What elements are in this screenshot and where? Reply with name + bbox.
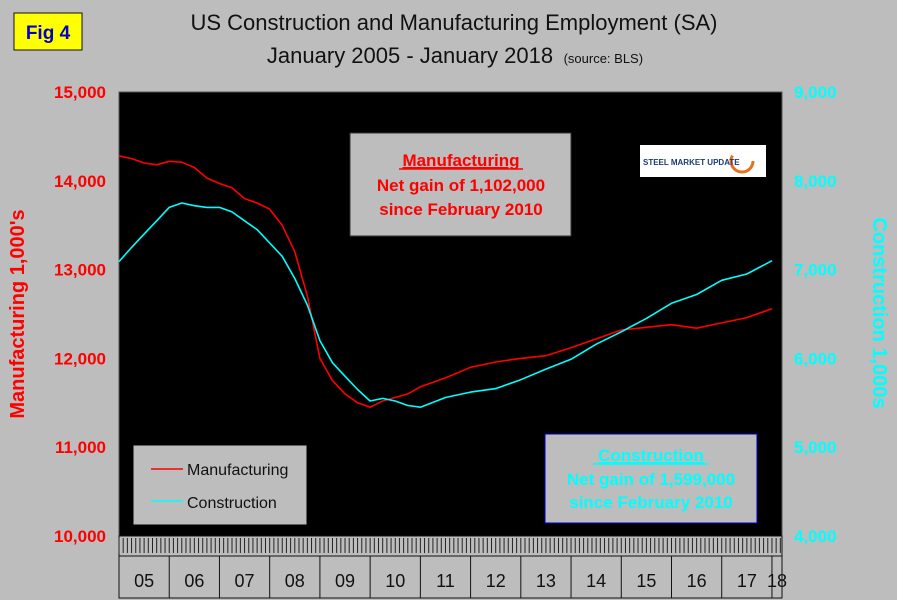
right-axis-tick-label: 8,000: [794, 172, 837, 191]
right-axis-tick-label: 4,000: [794, 527, 837, 546]
left-axis-title: Manufacturing 1,000's: [7, 209, 29, 418]
x-axis-tick-label: 09: [335, 571, 355, 591]
construction-series-line: [118, 202, 773, 409]
construction-annotation: Construction Net gain of 1,599,000 since…: [544, 433, 758, 524]
left-axis-tick-labels: 10,000 11,000 12,000 13,000 14,000 15,000: [54, 83, 106, 546]
x-axis-tick-label: 13: [536, 571, 556, 591]
left-axis-tick-label: 14,000: [54, 172, 106, 191]
manufacturing-series-line: [118, 155, 773, 409]
right-axis-tick-labels: 4,000 5,000 6,000 7,000 8,000 9,000: [794, 83, 837, 546]
right-axis-tick-label: 6,000: [794, 349, 837, 368]
x-axis-tick-labels: 05 06 07 08 09 10 11 12 13 14 15 16 17 18: [134, 571, 787, 591]
manufacturing-annotation-line1: Net gain of 1,102,000: [377, 176, 545, 195]
right-axis-tick-label: 7,000: [794, 261, 837, 280]
logo-text: STEEL MARKET UPDATE: [643, 158, 740, 167]
chart-subtitle: January 2005 - January 2018: [267, 43, 553, 68]
manufacturing-annotation-line2: since February 2010: [379, 200, 542, 219]
series-lines: [118, 155, 773, 409]
x-axis-tick-label: 17: [737, 571, 757, 591]
x-axis-year-dividers: [168, 556, 773, 598]
construction-annotation-line1: Net gain of 1,599,000: [567, 470, 735, 489]
legend-box: [133, 445, 307, 525]
manufacturing-annotation: Manufacturing Net gain of 1,102,000 sinc…: [349, 132, 572, 237]
left-axis-tick-label: 11,000: [55, 438, 106, 457]
x-axis-tick-label: 14: [586, 571, 606, 591]
chart-subtitle-line: January 2005 - January 2018 (source: BLS…: [267, 43, 643, 68]
x-axis-tick-label: 16: [687, 571, 707, 591]
x-axis-tick-label: 11: [436, 571, 455, 591]
construction-annotation-box: [544, 433, 758, 524]
legend-manufacturing-label: Manufacturing: [187, 462, 288, 479]
left-axis-tick-label: 13,000: [54, 261, 106, 280]
left-axis-tick-label: 12,000: [54, 349, 106, 368]
x-axis-minor-ticks: [118, 538, 781, 553]
x-axis-tick-label: 15: [636, 571, 656, 591]
x-axis-tick-label: 12: [486, 571, 506, 591]
figure-label-box: [13, 12, 83, 51]
chart-source-note: (source: BLS): [564, 51, 643, 66]
construction-annotation-line2: since February 2010: [569, 493, 732, 512]
x-axis-tick-label: 18: [767, 571, 787, 591]
construction-annotation-title: Construction: [598, 446, 704, 465]
right-axis-tick-label: 9,000: [794, 83, 837, 102]
right-axis-title: Construction 1,000s: [868, 217, 890, 408]
manufacturing-annotation-box: [349, 132, 572, 237]
chart-title: US Construction and Manufacturing Employ…: [190, 10, 717, 35]
logo-swoosh-icon: [729, 148, 755, 174]
right-axis-tick-label: 5,000: [794, 438, 837, 457]
legend-construction-label: Construction: [187, 495, 277, 512]
steel-market-update-logo: STEEL MARKET UPDATE: [640, 145, 766, 177]
legend: Manufacturing Construction: [133, 445, 307, 525]
x-axis-tick-label: 10: [385, 571, 405, 591]
manufacturing-annotation-title: Manufacturing: [402, 151, 519, 170]
x-axis-tick-label: 07: [235, 571, 255, 591]
left-axis-tick-label: 10,000: [54, 527, 106, 546]
x-axis-tick-label: 08: [285, 571, 305, 591]
left-axis-tick-label: 15,000: [54, 83, 106, 102]
x-axis-tick-label: 05: [134, 571, 154, 591]
x-axis-tick-label: 06: [184, 571, 204, 591]
figure-label: Fig 4: [26, 23, 71, 44]
